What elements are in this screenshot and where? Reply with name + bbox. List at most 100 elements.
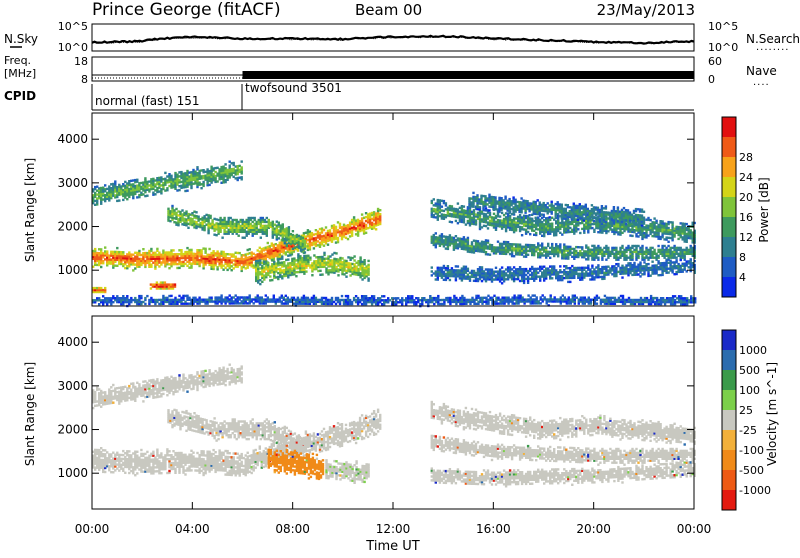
data-cell (269, 275, 271, 277)
data-cell (317, 270, 319, 272)
data-cell (317, 256, 319, 258)
data-cell (289, 254, 291, 256)
data-cell (225, 221, 227, 223)
data-cell (487, 227, 489, 229)
data-cell (633, 262, 635, 264)
data-cell (353, 259, 355, 261)
freq-label: Freq. (4, 54, 31, 67)
nave-tick-bottom: 0 (708, 73, 715, 86)
data-cell (257, 249, 259, 251)
station-title: Prince George (fitACF) (92, 0, 281, 20)
data-cell (451, 221, 453, 223)
data-cell (197, 216, 199, 218)
freq-lines (92, 71, 694, 79)
data-cell (136, 179, 138, 181)
data-cell (493, 213, 495, 215)
data-cell (118, 199, 120, 201)
data-cell (615, 247, 617, 249)
data-cell (225, 231, 227, 233)
data-cell (216, 180, 218, 182)
data-cell (597, 264, 599, 266)
data-cell (241, 166, 243, 168)
data-cell (166, 175, 168, 177)
data-cell (433, 198, 435, 200)
data-cell (581, 246, 583, 248)
data-cell (467, 220, 469, 222)
nsearch-tick-top: 10^5 (708, 20, 738, 33)
cpid-label: CPID (4, 89, 36, 103)
data-cell (655, 220, 657, 222)
data-cell (223, 217, 225, 219)
data-cell (209, 215, 211, 217)
data-cell (282, 223, 284, 225)
beam-title: Beam 00 (355, 1, 422, 19)
data-cell (226, 169, 228, 171)
data-cell (317, 244, 319, 246)
data-cell (144, 177, 146, 179)
data-cell (615, 267, 617, 269)
data-cell (150, 248, 152, 250)
data-cell (167, 208, 169, 210)
data-cell (323, 229, 325, 231)
data-cell (186, 190, 188, 192)
data-cell (639, 261, 641, 263)
data-cell (653, 249, 655, 251)
data-cell (686, 223, 688, 225)
data-cell (335, 226, 337, 228)
data-cell (288, 226, 290, 228)
data-cell (467, 237, 469, 239)
data-cell (587, 246, 589, 248)
data-cell (441, 206, 443, 208)
data-cell (649, 219, 651, 221)
data-cell (647, 225, 649, 227)
data-cell (647, 257, 649, 259)
data-cell (100, 266, 102, 268)
data-cell (327, 244, 329, 246)
data-cell (257, 260, 259, 262)
data-cell (187, 227, 189, 229)
data-cell (491, 244, 493, 246)
data-cell (527, 231, 529, 233)
data-cell (317, 240, 319, 242)
data-cell (347, 238, 349, 240)
data-cell (437, 267, 439, 269)
data-cell (104, 246, 106, 248)
data-cell (649, 275, 651, 277)
data-cell (561, 233, 563, 235)
data-cell (196, 249, 198, 251)
data-cell (267, 242, 269, 244)
data-cell (553, 265, 555, 267)
data-cell (690, 229, 692, 231)
data-cell (305, 270, 307, 272)
data-cell (286, 243, 288, 245)
data-cell (208, 248, 210, 250)
data-cell (527, 270, 529, 272)
data-cell (431, 266, 433, 268)
date-title: 23/May/2013 (597, 1, 695, 19)
data-cell (445, 202, 447, 204)
data-cell (323, 245, 325, 247)
data-cell (661, 220, 663, 222)
data-cell (295, 275, 297, 277)
data-cell (321, 273, 323, 275)
data-cell (365, 232, 367, 234)
data-cell (617, 231, 619, 233)
data-cell (256, 221, 258, 223)
data-cell (563, 243, 565, 245)
data-cell (286, 227, 288, 229)
data-cell (267, 262, 269, 264)
data-cell (278, 222, 280, 224)
data-cell (94, 248, 96, 250)
data-cell (335, 252, 337, 254)
data-cell (208, 184, 210, 186)
data-cell (271, 279, 273, 281)
data-cell (677, 247, 679, 249)
nave-label: Nave (746, 64, 777, 78)
data-cell (549, 257, 551, 259)
data-cell (254, 217, 256, 219)
data-cell (495, 267, 497, 269)
data-cell (437, 236, 439, 238)
data-cell (272, 221, 274, 223)
data-cell (549, 219, 551, 221)
